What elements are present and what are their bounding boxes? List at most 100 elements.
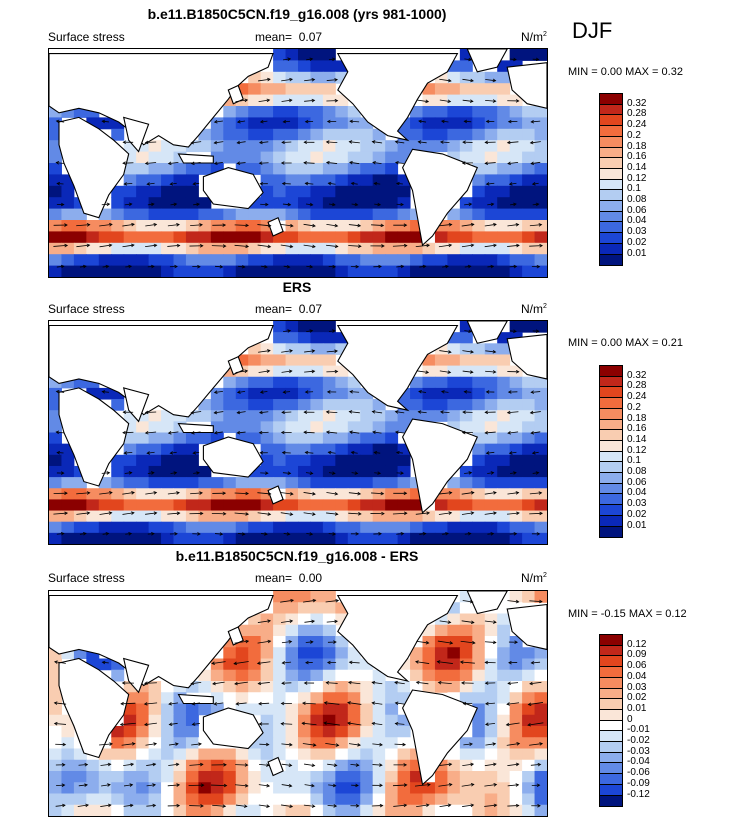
- field-cell: [397, 454, 411, 467]
- wind-arrow: [211, 661, 226, 664]
- field-cell: [198, 521, 212, 534]
- field-cell: [210, 128, 224, 141]
- field-cell: [372, 254, 386, 267]
- wind-arrow: [461, 784, 474, 787]
- field-cell: [148, 151, 162, 164]
- field-cell: [385, 703, 399, 716]
- field-cell: [360, 521, 374, 534]
- wind-arrow-head: [492, 78, 497, 83]
- wind-arrow-head: [84, 762, 89, 767]
- field-cell: [335, 759, 349, 772]
- field-cell: [484, 106, 498, 118]
- panel3-map: [48, 590, 548, 817]
- field-cell: [161, 782, 174, 794]
- field-cell: [198, 681, 212, 693]
- wind-arrow: [464, 265, 471, 268]
- field-cell: [484, 185, 498, 198]
- wind-arrow-head: [311, 804, 316, 808]
- field-cell: [484, 793, 498, 806]
- field-cell: [447, 748, 461, 761]
- field-cell: [161, 454, 174, 467]
- field-cell: [260, 624, 274, 637]
- field-cell: [472, 231, 486, 244]
- wind-arrow-head: [422, 264, 427, 269]
- field-cell: [123, 692, 137, 704]
- field-cell: [248, 387, 262, 400]
- field-cell: [372, 726, 386, 738]
- field-cell: [335, 163, 349, 175]
- wind-arrow-head: [174, 532, 178, 536]
- field-cell: [173, 465, 187, 478]
- field-cell: [86, 782, 100, 794]
- wind-arrow: [460, 640, 475, 644]
- field-cell: [198, 128, 212, 141]
- wind-arrow-head: [309, 532, 314, 536]
- field-cell: [522, 499, 536, 512]
- field-cell: [385, 499, 399, 512]
- field-cell: [447, 410, 461, 422]
- field-cell: [260, 208, 274, 221]
- field-cell: [235, 117, 249, 130]
- field-cell: [235, 410, 249, 422]
- wind-arrow: [531, 661, 541, 664]
- field-cell: [534, 443, 547, 456]
- field-cell: [235, 265, 249, 277]
- wind-arrow: [147, 472, 154, 474]
- wind-arrow: [280, 492, 293, 495]
- field-cell: [522, 771, 536, 783]
- field-cell: [522, 163, 536, 175]
- field-cell: [509, 726, 523, 738]
- field-cell: [198, 140, 212, 153]
- field-cell: [347, 737, 361, 749]
- field-cell: [260, 759, 274, 772]
- field-cell: [472, 242, 486, 255]
- wind-arrow: [416, 640, 429, 644]
- field-cell: [335, 477, 349, 489]
- field-cell: [360, 658, 374, 671]
- wind-arrow: [418, 141, 427, 144]
- field-cell: [397, 488, 411, 500]
- field-cell: [173, 242, 187, 255]
- field-cell: [322, 692, 336, 704]
- field-cell: [472, 410, 486, 422]
- wind-arrow-head: [463, 119, 468, 124]
- colorbar-swatch: [599, 655, 623, 668]
- wind-arrow: [418, 391, 427, 393]
- field-cell: [210, 231, 224, 244]
- wind-arrow: [487, 472, 494, 474]
- wind-arrow-head: [64, 223, 68, 227]
- wind-arrow: [439, 350, 451, 353]
- field-cell: [235, 354, 249, 367]
- field-cell: [347, 174, 361, 187]
- coastline: [267, 216, 284, 237]
- field-cell: [322, 376, 336, 389]
- wind-arrow-head: [107, 803, 112, 808]
- field-cell: [210, 163, 224, 175]
- field-cell: [347, 521, 361, 534]
- field-cell: [285, 499, 299, 512]
- wind-arrow: [351, 203, 358, 206]
- field-cell: [310, 128, 324, 141]
- field-cell: [534, 669, 547, 682]
- field-cell: [161, 510, 174, 523]
- field-cell: [360, 254, 374, 267]
- colorbar-swatch: [599, 698, 623, 710]
- field-cell: [273, 443, 287, 456]
- field-cell: [310, 387, 324, 400]
- wind-arrow: [532, 451, 539, 454]
- field-cell: [472, 454, 486, 467]
- field-cell: [447, 613, 461, 626]
- field-cell: [273, 94, 287, 107]
- field-cell: [61, 443, 75, 456]
- field-cell: [173, 254, 187, 267]
- wind-arrow-head: [280, 701, 285, 706]
- wind-arrow: [305, 472, 313, 474]
- wind-arrow-head: [492, 640, 497, 645]
- field-cell: [273, 681, 287, 693]
- wind-arrow-head: [347, 701, 351, 705]
- field-cell: [422, 365, 436, 378]
- wind-arrow-head: [427, 783, 431, 787]
- field-cell: [397, 421, 411, 433]
- wind-arrow-head: [394, 701, 399, 706]
- wind-arrow: [192, 702, 201, 705]
